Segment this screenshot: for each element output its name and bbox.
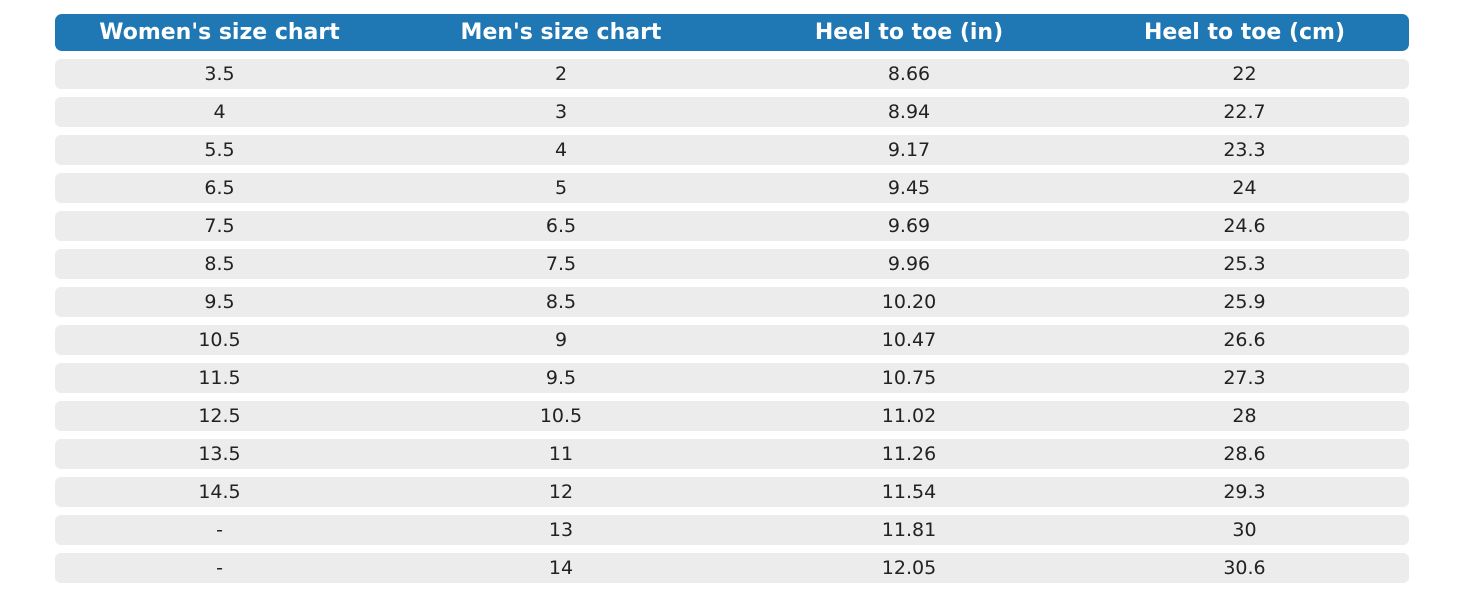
cell-mens-size: 9 — [554, 329, 568, 351]
cell-mens-size: 10.5 — [539, 405, 583, 427]
cell-mens-size: 7.5 — [545, 253, 577, 275]
cell-mens-size: 12 — [548, 481, 574, 503]
table-row: 11.5 9.5 10.75 27.3 — [55, 363, 1409, 393]
cell-mens-size: 8.5 — [545, 291, 577, 313]
cell-womens-size: 7.5 — [204, 215, 235, 237]
cell-heel-to-toe-in: 11.26 — [881, 443, 937, 465]
cell-womens-size: 13.5 — [198, 443, 241, 465]
cell-heel-to-toe-in: 10.75 — [881, 367, 937, 389]
cell-heel-to-toe-cm: 25.9 — [1223, 291, 1266, 313]
table-row: 13.5 11 11.26 28.6 — [55, 439, 1409, 469]
cell-womens-size: 8.5 — [204, 253, 235, 275]
cell-heel-to-toe-in: 10.20 — [881, 291, 937, 313]
cell-heel-to-toe-in: 8.66 — [887, 63, 931, 85]
table-row: - 13 11.81 30 — [55, 515, 1409, 545]
table-row: 7.5 6.5 9.69 24.6 — [55, 211, 1409, 241]
cell-heel-to-toe-in: 11.54 — [881, 481, 937, 503]
table-row: 8.5 7.5 9.96 25.3 — [55, 249, 1409, 279]
cell-mens-size: 14 — [548, 557, 574, 579]
table-row: 3.5 2 8.66 22 — [55, 59, 1409, 89]
cell-heel-to-toe-in: 9.45 — [887, 177, 931, 199]
cell-heel-to-toe-in: 8.94 — [887, 101, 931, 123]
table-row: 6.5 5 9.45 24 — [55, 173, 1409, 203]
cell-heel-to-toe-cm: 22.7 — [1223, 101, 1266, 123]
header-mens-size: Men's size chart — [460, 20, 662, 45]
cell-womens-size: 3.5 — [204, 63, 235, 85]
table-body: 3.5 2 8.66 22 4 3 8.94 22.7 5.5 4 9.17 23.3 6.5 5 9.45… — [55, 59, 1409, 583]
cell-mens-size: 6.5 — [545, 215, 577, 237]
cell-heel-to-toe-in: 9.69 — [887, 215, 931, 237]
cell-womens-size: - — [216, 557, 223, 579]
cell-womens-size: 9.5 — [204, 291, 235, 313]
cell-womens-size: 10.5 — [198, 329, 241, 351]
cell-heel-to-toe-cm: 23.3 — [1223, 139, 1266, 161]
cell-womens-size: 4 — [213, 101, 226, 123]
cell-mens-size: 4 — [554, 139, 568, 161]
cell-heel-to-toe-cm: 28 — [1232, 405, 1257, 427]
cell-womens-size: 12.5 — [198, 405, 241, 427]
table-header: Women's size chart Men's size chart Heel… — [55, 14, 1409, 51]
cell-heel-to-toe-in: 11.02 — [881, 405, 937, 427]
cell-womens-size: 5.5 — [204, 139, 235, 161]
cell-heel-to-toe-cm: 24.6 — [1223, 215, 1266, 237]
cell-mens-size: 9.5 — [545, 367, 577, 389]
table-row: 9.5 8.5 10.20 25.9 — [55, 287, 1409, 317]
cell-mens-size: 5 — [554, 177, 568, 199]
cell-heel-to-toe-in: 12.05 — [881, 557, 937, 579]
cell-mens-size: 2 — [554, 63, 568, 85]
header-womens-size: Women's size chart — [99, 20, 340, 45]
cell-heel-to-toe-in: 11.81 — [881, 519, 937, 541]
table-row: 10.5 9 10.47 26.6 — [55, 325, 1409, 355]
cell-womens-size: 11.5 — [198, 367, 241, 389]
cell-mens-size: 3 — [554, 101, 568, 123]
size-chart-table: Women's size chart Men's size chart Heel… — [55, 14, 1409, 583]
cell-heel-to-toe-in: 9.17 — [887, 139, 931, 161]
cell-mens-size: 11 — [548, 443, 574, 465]
cell-heel-to-toe-in: 9.96 — [887, 253, 931, 275]
cell-womens-size: 6.5 — [204, 177, 235, 199]
header-heel-to-toe-in: Heel to toe (in) — [814, 20, 1004, 45]
cell-heel-to-toe-cm: 24 — [1232, 177, 1257, 199]
header-heel-to-toe-cm: Heel to toe (cm) — [1143, 20, 1346, 45]
cell-heel-to-toe-cm: 28.6 — [1223, 443, 1266, 465]
cell-heel-to-toe-cm: 30 — [1232, 519, 1257, 541]
cell-mens-size: 13 — [548, 519, 574, 541]
table-row: 4 3 8.94 22.7 — [55, 97, 1409, 127]
cell-womens-size: 14.5 — [198, 481, 241, 503]
table-row: 5.5 4 9.17 23.3 — [55, 135, 1409, 165]
cell-heel-to-toe-in: 10.47 — [881, 329, 937, 351]
cell-heel-to-toe-cm: 26.6 — [1223, 329, 1266, 351]
cell-heel-to-toe-cm: 29.3 — [1223, 481, 1266, 503]
cell-heel-to-toe-cm: 25.3 — [1223, 253, 1266, 275]
table-row: - 14 12.05 30.6 — [55, 553, 1409, 583]
cell-heel-to-toe-cm: 22 — [1232, 63, 1257, 85]
table-row: 14.5 12 11.54 29.3 — [55, 477, 1409, 507]
table-row: 12.5 10.5 11.02 28 — [55, 401, 1409, 431]
cell-heel-to-toe-cm: 27.3 — [1223, 367, 1266, 389]
cell-womens-size: - — [216, 519, 223, 541]
cell-heel-to-toe-cm: 30.6 — [1223, 557, 1266, 579]
